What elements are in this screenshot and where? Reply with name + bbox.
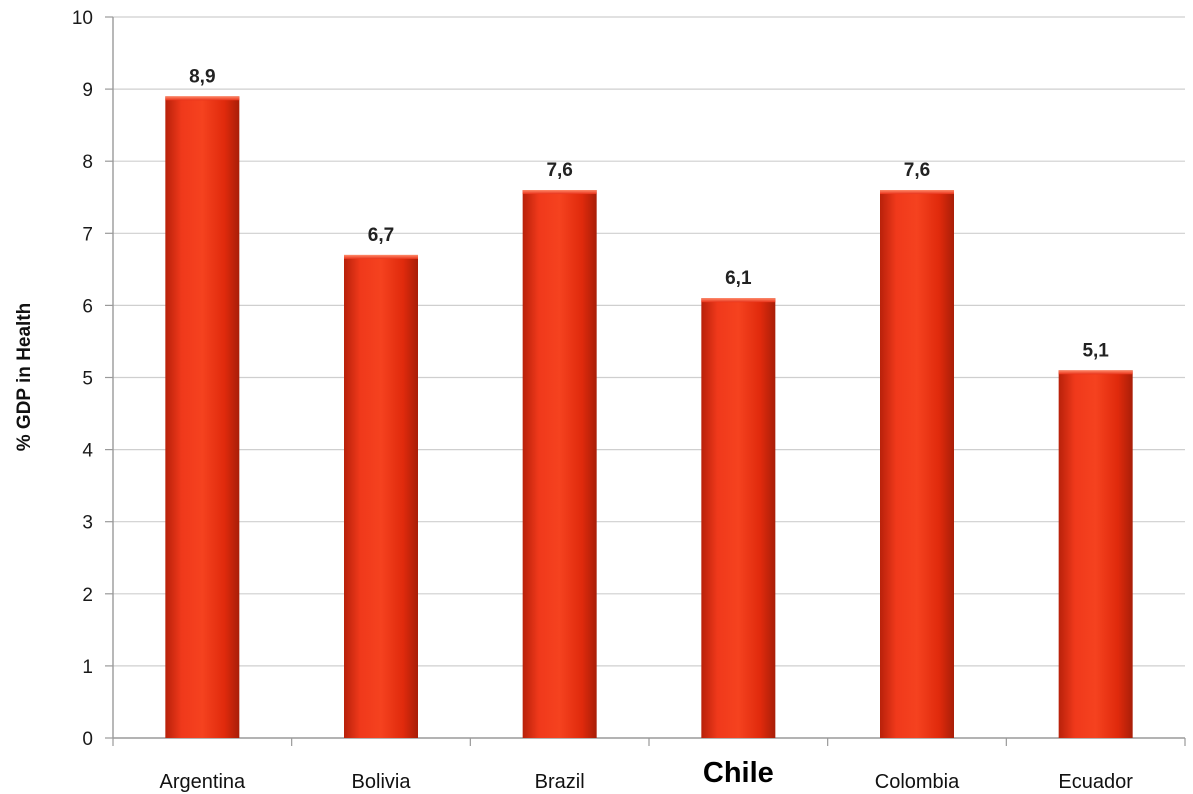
y-tick-label: 6 — [82, 296, 93, 317]
bar-colombia — [880, 190, 954, 739]
x-tick-label-bolivia: Bolivia — [352, 771, 412, 793]
data-label-argentina: 8,9 — [189, 66, 215, 87]
y-tick-label: 5 — [82, 369, 93, 390]
x-tick-label-argentina: Argentina — [160, 771, 246, 793]
labels: 0 1 2 3 4 5 6 7 8 9 10 8,9 Argentina 6,7 Bolivia 7,6 Bra… — [72, 8, 1133, 793]
bar-top-highlight — [1058, 370, 1133, 375]
bar-top-highlight — [344, 254, 418, 259]
bar-top-highlight — [165, 96, 240, 101]
y-tick-label: 4 — [82, 441, 93, 462]
data-label-bolivia: 6,7 — [368, 225, 394, 246]
bar-brazil — [522, 190, 597, 739]
bar-top-highlight — [701, 298, 776, 303]
bar-chile — [701, 298, 776, 738]
x-tick-label-brazil: Brazil — [535, 771, 585, 793]
bar-ecuador — [1058, 370, 1133, 738]
gridlines — [113, 16, 1185, 667]
bar-top-highlight — [880, 190, 954, 195]
bar-bolivia — [344, 254, 418, 738]
data-label-chile: 6,1 — [725, 268, 752, 289]
data-label-ecuador: 5,1 — [1082, 340, 1109, 361]
axes — [105, 16, 1186, 746]
y-tick-label: 10 — [72, 8, 93, 29]
bar-argentina — [165, 96, 240, 738]
y-axis-title: % GDP in Health — [14, 303, 35, 452]
x-tick-label-colombia: Colombia — [875, 771, 960, 793]
y-tick-label: 9 — [82, 80, 93, 101]
bars — [165, 96, 1133, 739]
bar-top-highlight — [522, 190, 597, 195]
y-tick-label: 0 — [82, 729, 93, 750]
x-tick-label-ecuador: Ecuador — [1058, 771, 1133, 793]
y-tick-label: 3 — [82, 513, 93, 534]
y-tick-label: 8 — [82, 152, 93, 173]
y-tick-label: 7 — [82, 224, 93, 245]
y-tick-label: 2 — [82, 585, 93, 606]
y-tick-label: 1 — [82, 657, 93, 678]
x-tick-label-chile: Chile — [703, 757, 774, 789]
data-label-colombia: 7,6 — [904, 160, 930, 181]
data-label-brazil: 7,6 — [546, 160, 572, 181]
